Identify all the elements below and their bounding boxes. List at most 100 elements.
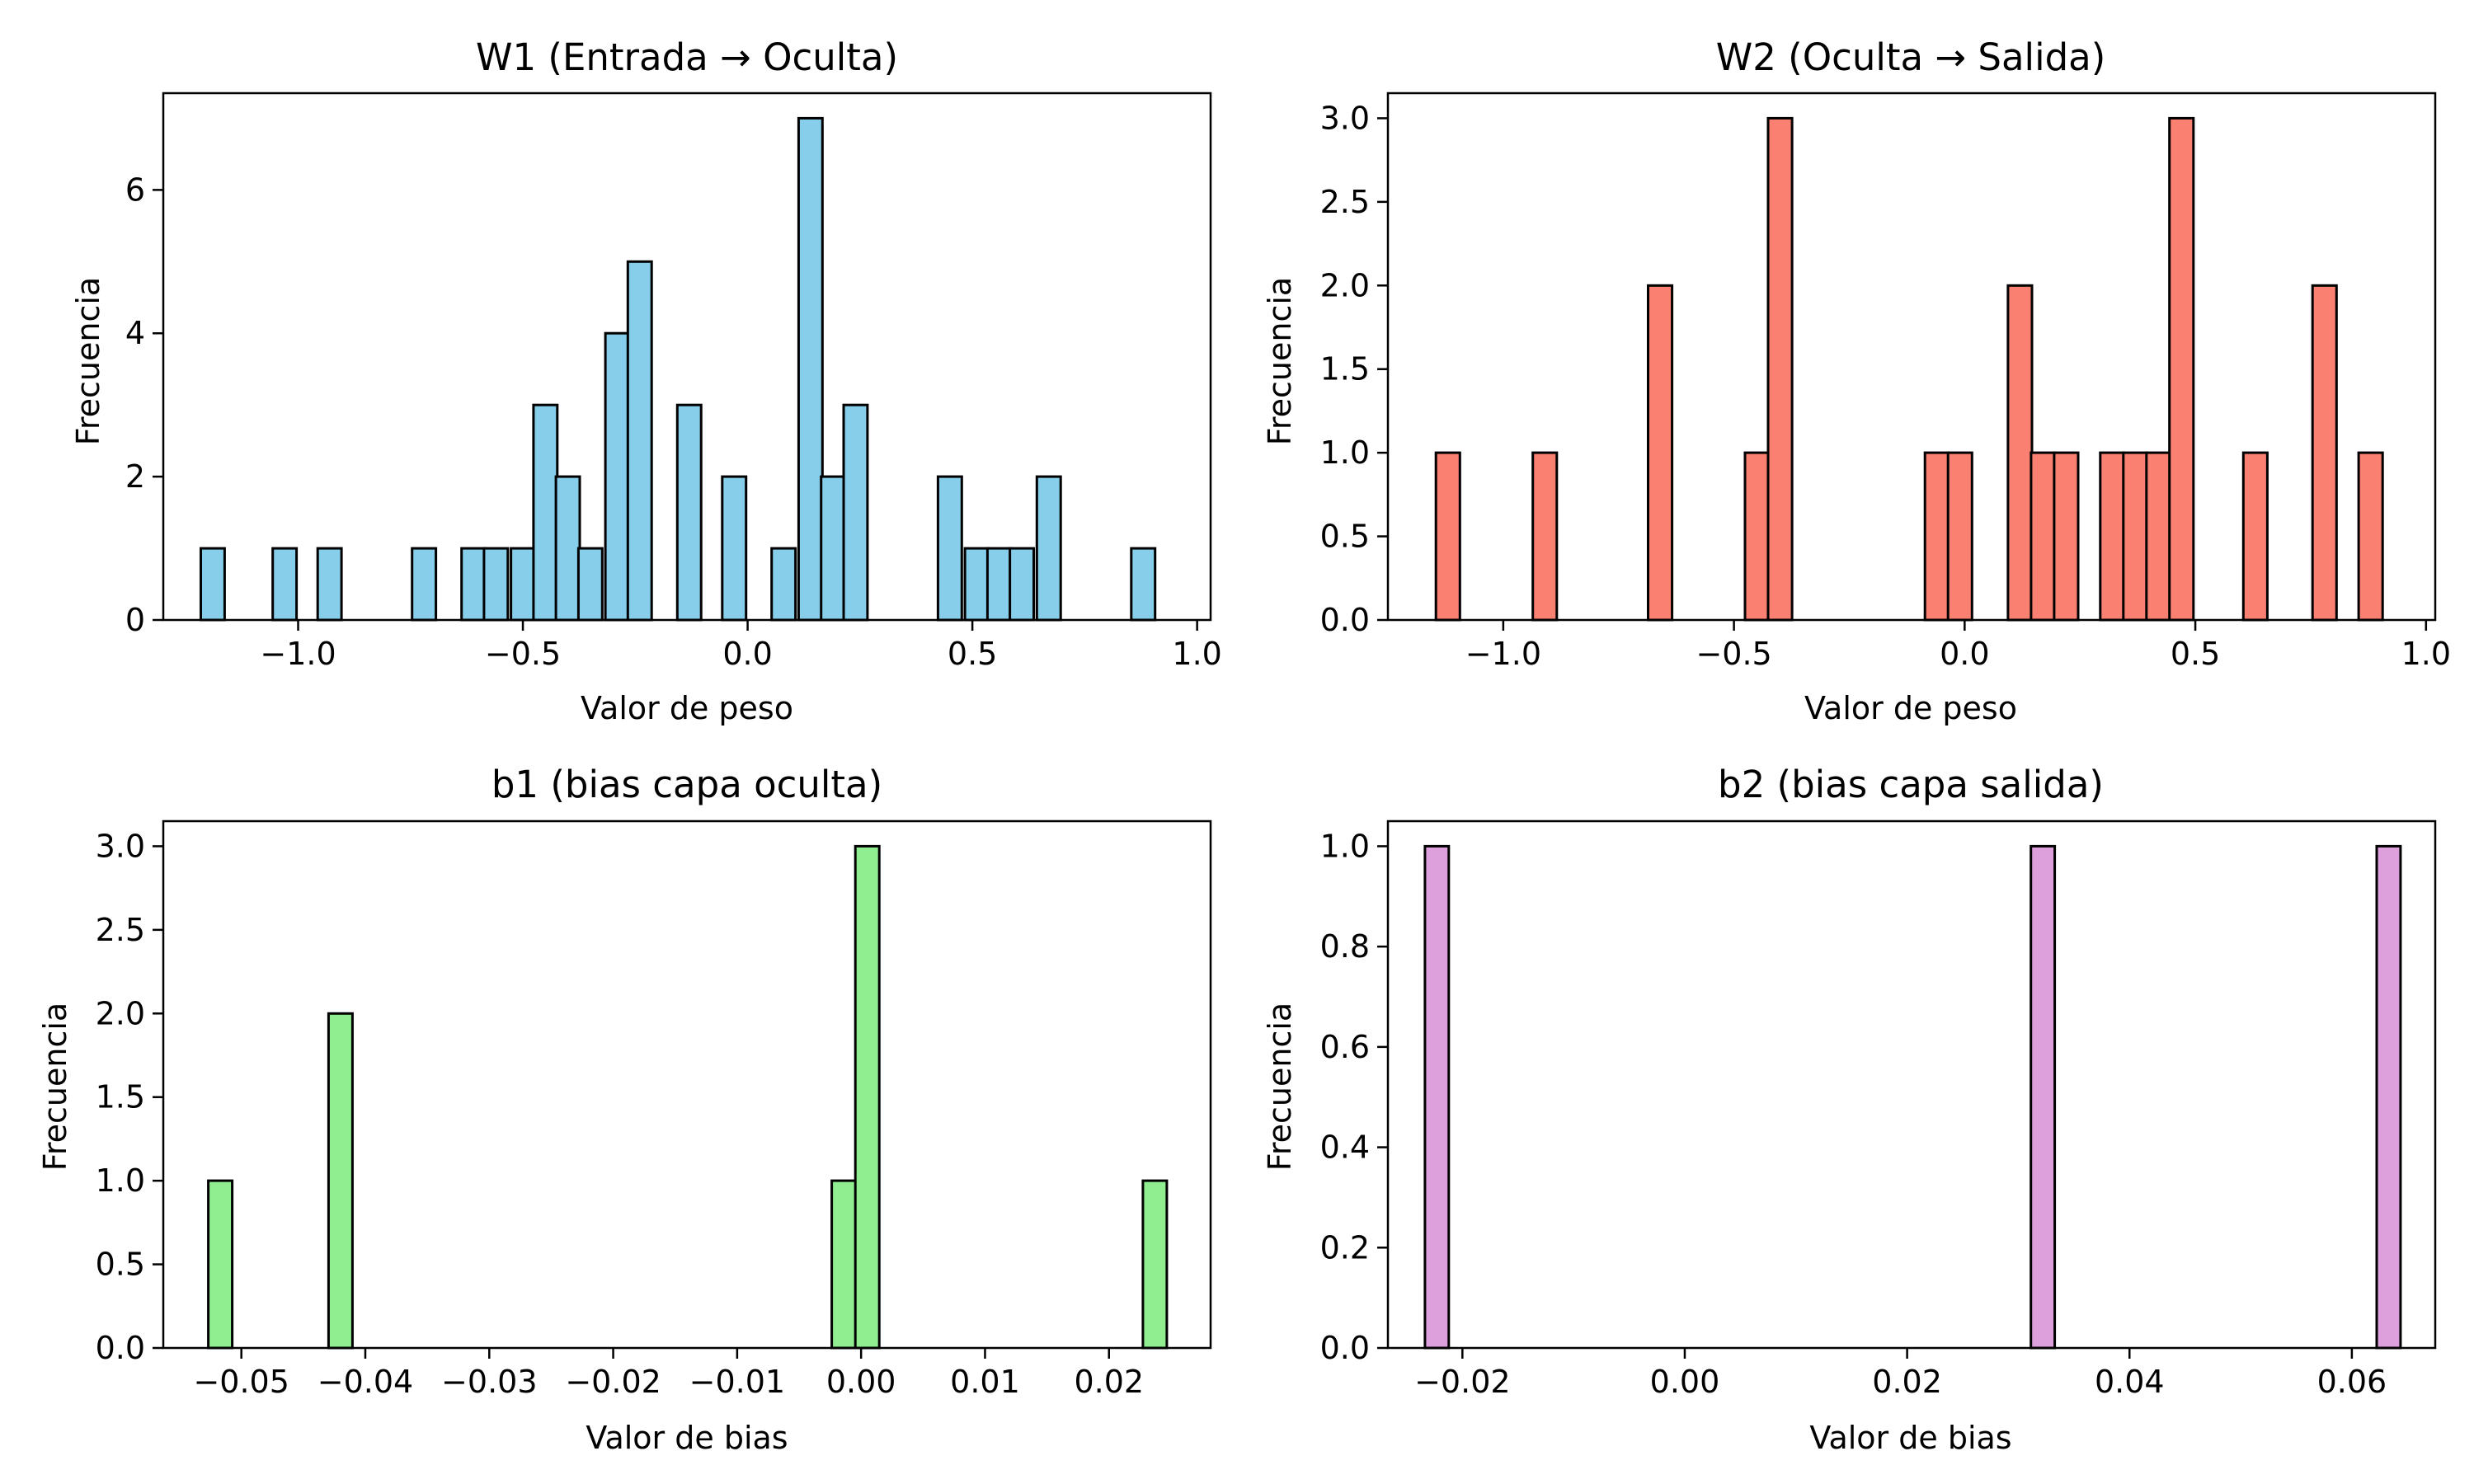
histogram-bar (1647, 284, 1674, 622)
panel-w1: W1 (Entrada → Oculta) Valor de peso Frec… (70, 35, 1222, 726)
histogram-bar (2241, 451, 2269, 622)
ticks: −0.02 0.00 0.02 0.04 0.06 0.0 0.2 0.4 0.6 0.8 1.0 (1320, 828, 2387, 1400)
histogram-bar (1035, 475, 1062, 622)
histogram-bar (2053, 451, 2080, 622)
panel-title: b1 (bias capa oculta) (492, 763, 882, 806)
panel-b2: b2 (bias capa salida) Valor de bias Frec… (1262, 763, 2437, 1456)
histogram-bar (271, 547, 299, 622)
y-tick-label: 6 (125, 171, 145, 208)
x-tick-label: 0.06 (2317, 1364, 2387, 1400)
histogram-bar (1130, 547, 1157, 622)
histogram-bar (936, 475, 963, 622)
y-axis-label: Frecuencia (37, 1003, 73, 1171)
histogram-bar (985, 547, 1013, 622)
ticks: −0.05 −0.04 −0.03 −0.02 −0.01 0.00 0.01 0.02 0.0… (96, 828, 1144, 1400)
y-tick-label: 1.5 (1320, 351, 1370, 387)
histogram-bar (2375, 844, 2402, 1350)
x-tick-label: −0.5 (1696, 636, 1771, 672)
x-tick-label: −0.03 (441, 1364, 537, 1400)
histogram-bar (510, 547, 536, 622)
x-tick-label: 0.04 (2095, 1364, 2165, 1400)
histogram-bar (327, 1012, 354, 1350)
x-tick-label: 1.0 (1172, 636, 1221, 672)
histogram-bar (1766, 116, 1794, 622)
y-tick-label: 0.0 (96, 1330, 145, 1366)
histogram-bar (532, 403, 559, 622)
panel-b1: b1 (bias capa oculta) Valor de bias Frec… (37, 763, 1212, 1456)
histogram-bar (2145, 451, 2172, 622)
histogram-bar (200, 547, 226, 622)
histogram-bar (554, 475, 581, 622)
histogram-bar (721, 475, 748, 622)
y-tick-label: 1.0 (1320, 434, 1370, 471)
x-tick-label: 0.0 (1940, 636, 1989, 672)
histogram-bar (1531, 451, 1559, 622)
x-tick-label: 0.0 (722, 636, 772, 672)
bars (1434, 116, 2384, 622)
x-tick-label: −0.02 (1414, 1364, 1510, 1400)
histogram-bar (2006, 284, 2034, 622)
histogram-bar (576, 547, 604, 622)
x-tick-label: 0.02 (1872, 1364, 1942, 1400)
ticks: −1.0 −0.5 0.0 0.5 1.0 0.0 0.5 1.0 1.5 2.0 2.5 3.0 (1320, 100, 2451, 672)
panel-title: W1 (Entrada → Oculta) (476, 35, 898, 79)
y-tick-label: 2.5 (1320, 184, 1370, 220)
plot-frame (162, 92, 1212, 622)
bars (207, 844, 1169, 1350)
histogram-bar (675, 403, 703, 622)
histogram-bar (482, 547, 510, 622)
y-tick-label: 4 (125, 315, 145, 351)
y-tick-label: 2.5 (96, 912, 145, 948)
x-tick-label: −0.05 (193, 1364, 289, 1400)
histogram-bar (830, 1179, 858, 1350)
x-axis-label: Valor de peso (581, 690, 793, 726)
bars (1423, 844, 2402, 1350)
ticks: −1.0 −0.5 0.0 0.5 1.0 0 2 4 6 (125, 171, 1222, 672)
histogram-bar (2168, 116, 2195, 622)
histogram-bar (963, 547, 990, 622)
histogram-bar (842, 403, 869, 622)
y-tick-label: 0.5 (1320, 519, 1370, 555)
y-tick-label: 0.8 (1320, 928, 1370, 965)
histogram-bar (626, 260, 653, 622)
x-tick-label: 1.0 (2401, 636, 2451, 672)
y-tick-label: 0.0 (1320, 1330, 1370, 1366)
x-tick-label: 0.5 (2171, 636, 2220, 672)
y-tick-label: 1.5 (96, 1079, 145, 1115)
plot-frame (1386, 92, 2437, 622)
y-axis-label: Frecuencia (1262, 1003, 1298, 1171)
y-tick-label: 0.4 (1320, 1129, 1370, 1166)
x-tick-label: 0.02 (1074, 1364, 1144, 1400)
x-tick-label: 0.00 (826, 1364, 896, 1400)
histogram-bar (1009, 547, 1035, 622)
y-tick-label: 1.0 (96, 1162, 145, 1199)
histogram-bar (1923, 451, 1950, 622)
x-tick-label: −0.02 (565, 1364, 661, 1400)
histogram-bar (2357, 451, 2384, 622)
panel-title: b2 (bias capa salida) (1718, 763, 2104, 806)
x-tick-label: 0.00 (1650, 1364, 1720, 1400)
x-axis-label: Valor de bias (1809, 1420, 2011, 1456)
histogram-bar (1141, 1179, 1169, 1350)
histogram-bar (460, 547, 487, 622)
histogram-bar (2099, 451, 2126, 622)
histogram-bar (2030, 844, 2057, 1350)
x-tick-label: −1.0 (260, 636, 336, 672)
y-tick-label: 2 (125, 458, 145, 495)
y-tick-label: 0 (125, 602, 145, 638)
y-tick-label: 3.0 (1320, 100, 1370, 136)
x-tick-label: −0.01 (689, 1364, 785, 1400)
y-axis-label: Frecuencia (70, 277, 106, 445)
histogram-bar (770, 547, 797, 622)
histogram-bar (2030, 451, 2057, 622)
panel-title: W2 (Oculta → Salida) (1716, 35, 2106, 79)
histogram-bar (2122, 451, 2149, 622)
histogram-bar (316, 547, 343, 622)
bars (200, 116, 1157, 622)
y-tick-label: 0.0 (1320, 602, 1370, 638)
x-tick-label: −0.5 (485, 636, 561, 672)
x-tick-label: −0.04 (317, 1364, 413, 1400)
x-tick-label: 0.01 (950, 1364, 1020, 1400)
histogram-bar (1423, 844, 1451, 1350)
